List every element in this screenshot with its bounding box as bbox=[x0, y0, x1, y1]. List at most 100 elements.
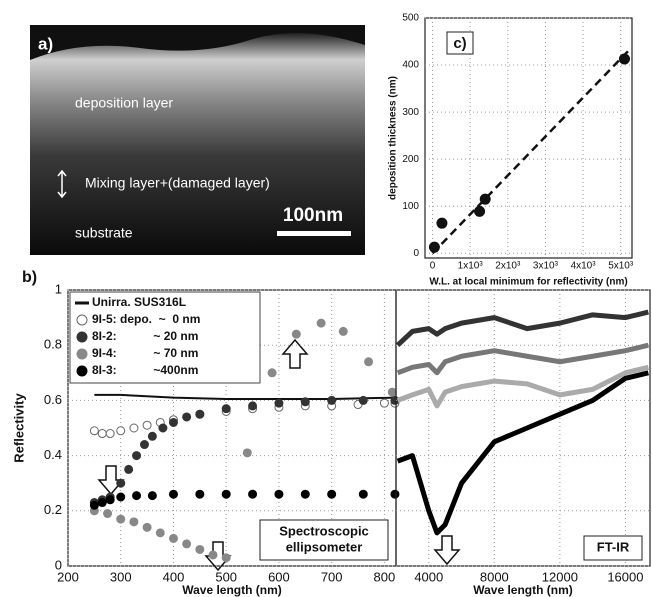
data-point bbox=[338, 326, 348, 336]
x-tick-label: 2x10³ bbox=[495, 261, 521, 272]
legend-label: Unirra. SUS316L bbox=[92, 295, 186, 309]
x-tick-label: 8000 bbox=[480, 569, 509, 584]
x-tick-label: 300 bbox=[110, 569, 132, 584]
arrows bbox=[97, 338, 461, 572]
data-point bbox=[97, 429, 107, 439]
panel-label: c) bbox=[453, 35, 466, 52]
data-line bbox=[395, 309, 649, 348]
x-axis-label: W.L. at local minimum for reflectivity (… bbox=[429, 277, 627, 288]
data-point bbox=[242, 448, 252, 458]
data-point bbox=[97, 498, 107, 508]
layer-label: Mixing layer+(damaged layer) bbox=[85, 175, 270, 191]
data-point bbox=[155, 528, 165, 538]
data-point bbox=[221, 489, 231, 499]
y-tick-label: 0.8 bbox=[44, 337, 62, 352]
annotation: FT-IR bbox=[597, 539, 630, 554]
data-point bbox=[327, 395, 337, 405]
scale-label: 100nm bbox=[283, 205, 343, 226]
annotation-box bbox=[583, 535, 643, 561]
data-point bbox=[474, 205, 486, 217]
data-point bbox=[105, 495, 115, 505]
data-point bbox=[248, 401, 258, 411]
legend-label: 8I-2: ~ 20 nm bbox=[92, 329, 198, 343]
data-point bbox=[182, 412, 192, 422]
legend-swatch bbox=[76, 314, 88, 326]
plot-frame bbox=[424, 17, 633, 259]
data-point bbox=[103, 509, 113, 519]
data-point bbox=[274, 489, 284, 499]
data-point bbox=[327, 489, 337, 499]
data-point bbox=[195, 489, 205, 499]
layer-label: deposition layer bbox=[75, 95, 173, 111]
data-point bbox=[182, 539, 192, 549]
x-axis-label: Wave length (nm) bbox=[182, 583, 282, 597]
x-tick-label: 4000 bbox=[414, 569, 443, 584]
plot-frame bbox=[395, 289, 651, 567]
data-point bbox=[248, 489, 258, 499]
data-point bbox=[142, 420, 152, 430]
data-point bbox=[147, 491, 157, 501]
y-tick-label: 0 bbox=[55, 557, 62, 572]
data-point bbox=[124, 464, 134, 474]
x-tick-label: 5x10³ bbox=[608, 261, 634, 272]
layer-label: substrate bbox=[75, 225, 133, 241]
legend-label: 8I-3: ~400nm bbox=[92, 363, 198, 377]
y-tick-label: 0.4 bbox=[44, 447, 62, 462]
y-axis-label: Reflectivity bbox=[11, 393, 26, 463]
data-point bbox=[139, 440, 149, 450]
data-point bbox=[358, 395, 368, 405]
x-tick-label: 12000 bbox=[542, 569, 578, 584]
legend-label: 9I-5: depo. ~ 0 nm bbox=[92, 312, 200, 326]
x-tick-label: 500 bbox=[215, 569, 237, 584]
data-point bbox=[116, 514, 126, 524]
x-tick-label: 4x10³ bbox=[571, 261, 597, 272]
data-point bbox=[89, 500, 99, 510]
arrow bbox=[57, 169, 67, 199]
data-point bbox=[105, 429, 115, 439]
tem-image: a) deposition layer Mixing layer+(damage… bbox=[30, 25, 365, 255]
data-point bbox=[132, 491, 142, 501]
y-tick-label: 1 bbox=[55, 281, 62, 296]
data-line bbox=[396, 364, 649, 409]
y-tick-label: 0.6 bbox=[44, 392, 62, 407]
data-line bbox=[94, 393, 395, 401]
data-point bbox=[390, 489, 400, 499]
panel-label: b) bbox=[22, 269, 37, 286]
data-line bbox=[396, 370, 649, 536]
x-tick-label: 700 bbox=[321, 569, 343, 584]
y-tick-label: 500 bbox=[402, 13, 419, 24]
data-point bbox=[364, 357, 374, 367]
x-tick-label: 0 bbox=[430, 261, 436, 272]
x-tick-label: 1x10³ bbox=[458, 261, 484, 272]
annotation-box bbox=[259, 519, 389, 561]
y-tick-label: 400 bbox=[402, 60, 419, 71]
data-point bbox=[129, 517, 139, 527]
x-axis-label: Wave length (nm) bbox=[473, 583, 573, 597]
legend-label: 9I-4: ~ 70 nm bbox=[92, 346, 198, 360]
data-line bbox=[396, 342, 649, 376]
data-point bbox=[267, 368, 277, 378]
y-tick-label: 0 bbox=[413, 248, 419, 259]
data-point bbox=[116, 492, 126, 502]
data-point bbox=[158, 423, 168, 433]
y-tick-label: 0.2 bbox=[44, 502, 62, 517]
data-point bbox=[221, 404, 231, 414]
legend-swatch bbox=[76, 348, 88, 360]
x-tick-label: 3x10³ bbox=[533, 261, 559, 272]
y-tick-label: 200 bbox=[402, 154, 419, 165]
legend-box bbox=[69, 291, 261, 384]
x-tick-label: 200 bbox=[57, 569, 79, 584]
scale-bar bbox=[277, 231, 351, 236]
data-point bbox=[358, 489, 368, 499]
data-line bbox=[431, 50, 630, 255]
data-point bbox=[147, 431, 157, 441]
data-point bbox=[168, 489, 178, 499]
data-point bbox=[142, 522, 152, 532]
x-tick-label: 16000 bbox=[607, 569, 643, 584]
legend-swatch bbox=[76, 365, 88, 377]
data-point bbox=[195, 544, 205, 554]
panel-label-box bbox=[446, 31, 474, 55]
annotation: ellipsometer bbox=[286, 539, 363, 554]
x-tick-label: 800 bbox=[374, 569, 396, 584]
